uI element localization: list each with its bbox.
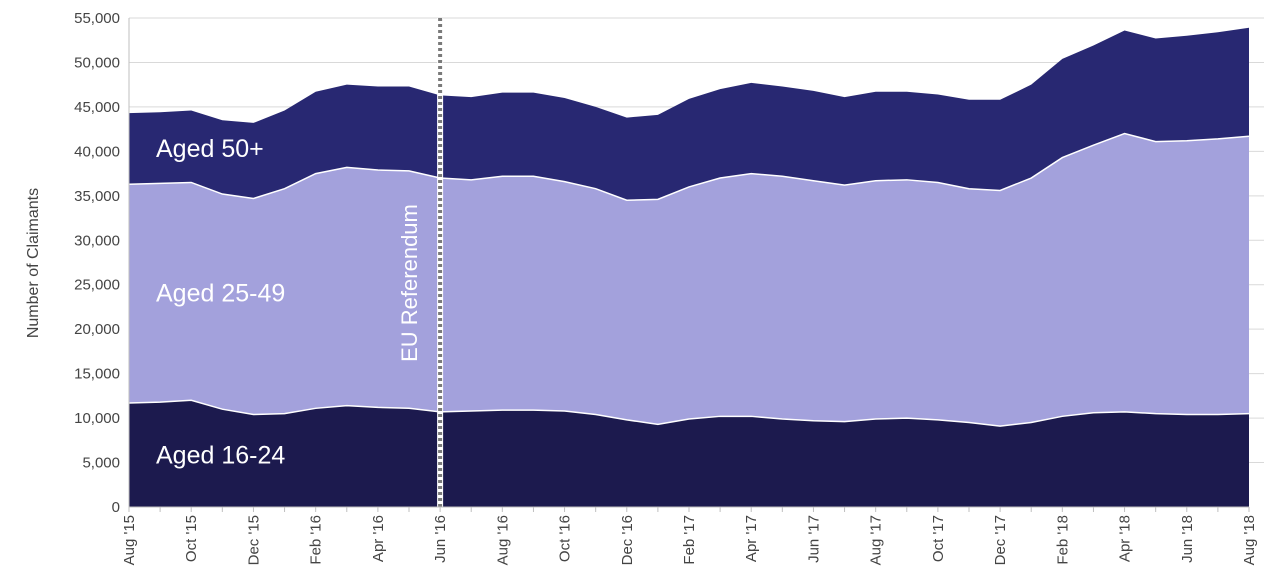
series-label-aged-50-: Aged 50+ (156, 135, 264, 163)
area-aged-25-49 (129, 133, 1249, 427)
y-tick-label: 55,000 (74, 10, 120, 27)
x-tick-label: Apr '16 (370, 515, 387, 562)
series-boundaries (128, 132, 1250, 427)
x-tick-label: Oct '15 (183, 515, 200, 562)
x-tick-label: Dec '17 (992, 515, 1009, 565)
eu-referendum-annotation: EU Referendum (397, 18, 444, 507)
stacked-areas (129, 27, 1249, 507)
x-tick-label: Feb '18 (1054, 515, 1071, 565)
x-tick-label: Aug '18 (1241, 515, 1258, 565)
area-aged-16-24 (129, 400, 1249, 507)
x-tick-label: Feb '17 (681, 515, 698, 565)
x-tick-label: Aug '15 (121, 515, 138, 565)
annotation-label: EU Referendum (397, 204, 422, 362)
y-tick-label: 40,000 (74, 143, 120, 160)
x-tick-label: Dec '15 (245, 515, 262, 565)
x-tick-label: Dec '16 (619, 515, 636, 565)
series-label-aged-25-49: Aged 25-49 (156, 280, 285, 308)
y-tick-label: 0 (112, 499, 120, 516)
y-tick-label: 25,000 (74, 277, 120, 294)
y-tick-label: 15,000 (74, 366, 120, 383)
boundary-line (128, 132, 1250, 202)
boundary-line (128, 399, 1250, 427)
area-aged-50- (129, 27, 1249, 201)
y-axis-title: Number of Claimants (25, 188, 42, 338)
x-tick-label: Apr '18 (1117, 515, 1134, 562)
y-tick-label: 35,000 (74, 188, 120, 205)
y-tick-label: 10,000 (74, 410, 120, 427)
y-tick-label: 50,000 (74, 54, 120, 71)
y-tick-label: 45,000 (74, 99, 120, 116)
y-tick-label: 20,000 (74, 321, 120, 338)
x-tick-label: Oct '17 (930, 515, 947, 562)
x-tick-label: Jun '17 (805, 515, 822, 563)
x-tick-label: Aug '16 (494, 515, 511, 565)
x-tick-label: Aug '17 (868, 515, 885, 565)
series-label-aged-16-24: Aged 16-24 (156, 442, 285, 470)
y-tick-label: 5,000 (82, 455, 120, 472)
x-tick-label: Apr '17 (743, 515, 760, 562)
x-tick-label: Jun '18 (1179, 515, 1196, 563)
x-tick-label: Jun '16 (432, 515, 449, 563)
y-axis: 0 5,000 10,000 15,000 20,000 25,000 30,000 35,0… (74, 10, 130, 516)
series-labels: Aged 16-24 Aged 25-49 Aged 50+ (156, 135, 285, 470)
x-tick-label: Feb '16 (308, 515, 325, 565)
x-tick-label: Oct '16 (557, 515, 574, 562)
x-axis: Aug '15 Oct '15 Dec '15 Feb '16 Apr '16 Jun '… (121, 506, 1258, 565)
y-tick-label: 30,000 (74, 232, 120, 249)
